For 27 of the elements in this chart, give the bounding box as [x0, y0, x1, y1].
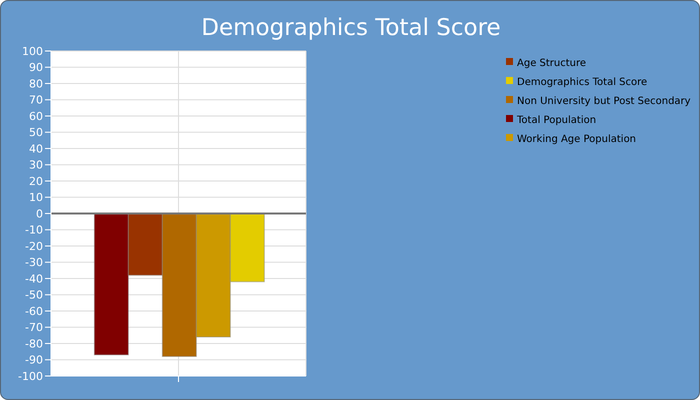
y-tick-label: -40: [25, 272, 43, 286]
legend-label: Demographics Total Score: [517, 77, 648, 88]
y-tick-label: 60: [29, 110, 43, 123]
y-tick-label: -60: [25, 304, 43, 318]
y-tick-label: -100: [18, 370, 43, 383]
y-tick-label: 40: [29, 142, 43, 156]
y-tick-label: 90: [29, 61, 43, 74]
y-tick-label: 80: [29, 77, 43, 90]
y-tick-label: -90: [25, 354, 43, 367]
y-tick-label: -80: [25, 337, 43, 350]
y-tick-label: 10: [29, 191, 43, 204]
y-tick-label: 70: [29, 94, 43, 107]
y-tick-label: 30: [29, 158, 43, 172]
y-tick-label: 100: [22, 44, 43, 58]
legend-label: Total Population: [517, 115, 596, 126]
y-tick-label: -70: [25, 321, 43, 334]
y-tick-label: -30: [25, 256, 43, 270]
y-tick-label: 0: [36, 207, 43, 220]
legend-label: Working Age Population: [517, 134, 636, 145]
legend-label: Age Structure: [517, 58, 586, 69]
chart-title: Demographics Total Score: [200, 15, 502, 41]
y-tick-label: -20: [25, 240, 43, 253]
y-tick-label: 20: [29, 174, 43, 188]
legend-label: Non University but Post Secondary: [517, 96, 691, 107]
y-tick-label: -10: [25, 224, 43, 237]
y-tick-label: 50: [29, 126, 43, 140]
y-tick-label: -50: [25, 288, 43, 302]
